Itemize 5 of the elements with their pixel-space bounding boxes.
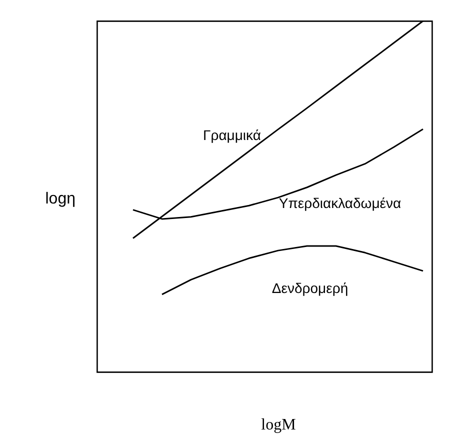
series-label: Υπερδιακλαδωμένα [278, 195, 402, 212]
series-label: Γραμμικά [203, 126, 261, 143]
series-label: Δενδρομερή [272, 280, 348, 296]
y-axis-title: logη [45, 190, 76, 208]
x-axis-title: logM [261, 416, 296, 434]
